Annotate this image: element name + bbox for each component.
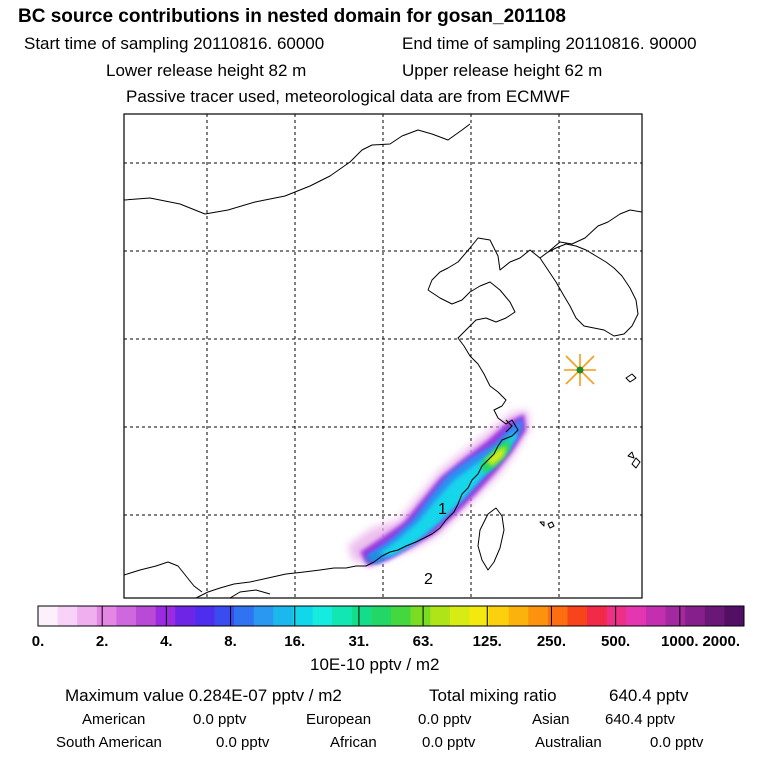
- lower-release-height: Lower release height 82 m: [106, 61, 307, 80]
- region-south-american-label: South American: [56, 734, 162, 751]
- colorbar-cell: [606, 606, 627, 626]
- colorbar-cell: [253, 606, 274, 626]
- maximum-value: Maximum value 0.284E-07 pptv / m2: [65, 686, 342, 705]
- colorbar-unit-label: 10E-10 pptv / m2: [310, 655, 440, 674]
- colorbar-tick-label: 2.: [96, 633, 109, 650]
- colorbar-cell: [194, 606, 215, 626]
- colorbar-cell: [391, 606, 412, 626]
- colorbar-tick-label: 0.: [32, 633, 45, 650]
- station-marker: [564, 354, 596, 386]
- colorbar-cell: [626, 606, 647, 626]
- colorbar: 0. 2. 4. 8. 16. 31. 63. 125. 250. 500. 1000. 2000.: [32, 605, 745, 650]
- region-asian-value: 640.4 pptv: [605, 711, 676, 728]
- colorbar-tick-label: 500.: [601, 633, 630, 650]
- upper-release-height: Upper release height 62 m: [402, 61, 603, 80]
- colorbar-cell: [175, 606, 196, 626]
- region-asian-label: Asian: [532, 711, 570, 728]
- colorbar-cell: [351, 606, 372, 626]
- colorbar-cell: [136, 606, 157, 626]
- contour-label-2: 2: [424, 571, 433, 588]
- sampling-end-time: End time of sampling 20110816. 90000: [402, 34, 697, 53]
- colorbar-cell: [469, 606, 490, 626]
- colorbar-cell: [312, 606, 333, 626]
- region-australian-label: Australian: [535, 734, 602, 751]
- region-european-label: European: [306, 711, 372, 728]
- colorbar-cell: [116, 606, 137, 626]
- colorbar-cell: [665, 606, 686, 626]
- colorbar-tick-label: 16.: [284, 633, 305, 650]
- colorbar-cell: [724, 606, 745, 626]
- map-frame: [123, 113, 643, 599]
- colorbar-cell: [77, 606, 98, 626]
- region-african-value: 0.0 pptv: [422, 734, 476, 751]
- colorbar-cell: [292, 606, 314, 626]
- region-australian-value: 0.0 pptv: [650, 734, 704, 751]
- concentration-plume: [348, 410, 530, 566]
- total-mixing-ratio-value: 640.4 pptv: [609, 686, 689, 705]
- gridlines: [124, 114, 642, 598]
- chart-title: BC source contributions in nested domain…: [18, 6, 566, 27]
- colorbar-cell: [685, 606, 706, 626]
- colorbar-tick-label: 250.: [537, 633, 566, 650]
- coastlines: [124, 123, 642, 598]
- region-european-value: 0.0 pptv: [418, 711, 472, 728]
- sampling-start-time: Start time of sampling 20110816. 60000: [24, 34, 325, 53]
- colorbar-cell: [234, 606, 255, 626]
- colorbar-tick-label: 63.: [413, 633, 434, 650]
- colorbar-tick-label: 31.: [348, 633, 369, 650]
- colorbar-tick-label: 1000.: [661, 633, 699, 650]
- region-american-value: 0.0 pptv: [193, 711, 247, 728]
- region-african-label: African: [330, 734, 377, 751]
- colorbar-cell: [430, 606, 451, 626]
- colorbar-tick-label: 4.: [160, 633, 173, 650]
- colorbar-cell: [449, 606, 470, 626]
- colorbar-cell: [567, 606, 588, 626]
- colorbar-cell: [645, 606, 667, 626]
- colorbar-cell: [528, 606, 549, 626]
- total-mixing-ratio-label: Total mixing ratio: [429, 686, 557, 705]
- colorbar-cell: [57, 606, 78, 626]
- contour-label-1: 1: [438, 501, 447, 518]
- region-south-american-value: 0.0 pptv: [216, 734, 270, 751]
- colorbar-cell: [273, 606, 294, 626]
- colorbar-cell: [587, 606, 608, 626]
- colorbar-cell: [155, 606, 176, 626]
- colorbar-tick-label: 2000.: [702, 633, 740, 650]
- colorbar-cell: [332, 606, 353, 626]
- region-american-label: American: [82, 711, 146, 728]
- colorbar-cell: [410, 606, 431, 626]
- colorbar-cell: [371, 606, 392, 626]
- colorbar-tick-label: 8.: [224, 633, 237, 650]
- colorbar-cell: [214, 606, 235, 626]
- colorbar-cell: [547, 606, 568, 626]
- tracer-info: Passive tracer used, meteorological data…: [126, 87, 571, 106]
- colorbar-tick-label: 125.: [473, 633, 502, 650]
- colorbar-cell: [508, 606, 529, 626]
- colorbar-cell: [96, 606, 117, 626]
- colorbar-cell: [489, 606, 510, 626]
- colorbar-cell: [38, 606, 59, 626]
- colorbar-cell: [704, 606, 725, 626]
